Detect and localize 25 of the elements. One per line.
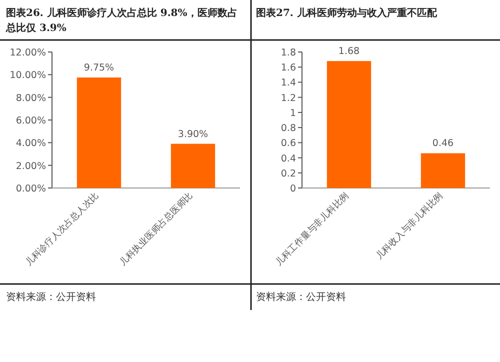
y-tick-label: 0.2 <box>280 168 296 180</box>
chart-title: 图表26. 儿科医师诊疗人次占总比 9.8%，医师数占总比仅 3.9% <box>6 6 238 36</box>
y-tick-label: 12.00% <box>10 48 46 58</box>
y-tick-label: 1 <box>290 108 296 119</box>
y-tick-label: 0.4 <box>280 153 296 164</box>
x-tick-label: 儿科收入与非儿科比例 <box>374 190 446 262</box>
y-tick-label: 2.00% <box>16 160 46 172</box>
y-tick-label: 1.4 <box>280 78 296 89</box>
text: 资料来源：公开资料 <box>256 290 346 304</box>
text: 3.90% <box>178 128 208 140</box>
chart-title: 图表27. 儿科医师劳动与收入严重不匹配 <box>256 6 438 21</box>
y-tick-label: 6.00% <box>16 116 46 126</box>
y-tick-label: 1.6 <box>280 62 296 74</box>
text: 0.46 <box>432 138 454 150</box>
y-tick-label: 0.6 <box>280 138 296 150</box>
y-tick-label: 1.2 <box>280 92 296 104</box>
y-tick-label: 10.00% <box>10 70 46 82</box>
text: 9.75% <box>84 62 114 74</box>
text: 资料来源：公开资料 <box>6 290 96 304</box>
text: 1.68 <box>338 46 360 58</box>
y-tick-label: 1.8 <box>280 48 296 58</box>
y-tick-label: 0.8 <box>280 123 296 134</box>
y-tick-label: 4.00% <box>16 138 46 150</box>
y-tick-label: 8.00% <box>16 92 46 104</box>
x-tick-label: 儿科执业医师占总医师比 <box>117 190 196 268</box>
